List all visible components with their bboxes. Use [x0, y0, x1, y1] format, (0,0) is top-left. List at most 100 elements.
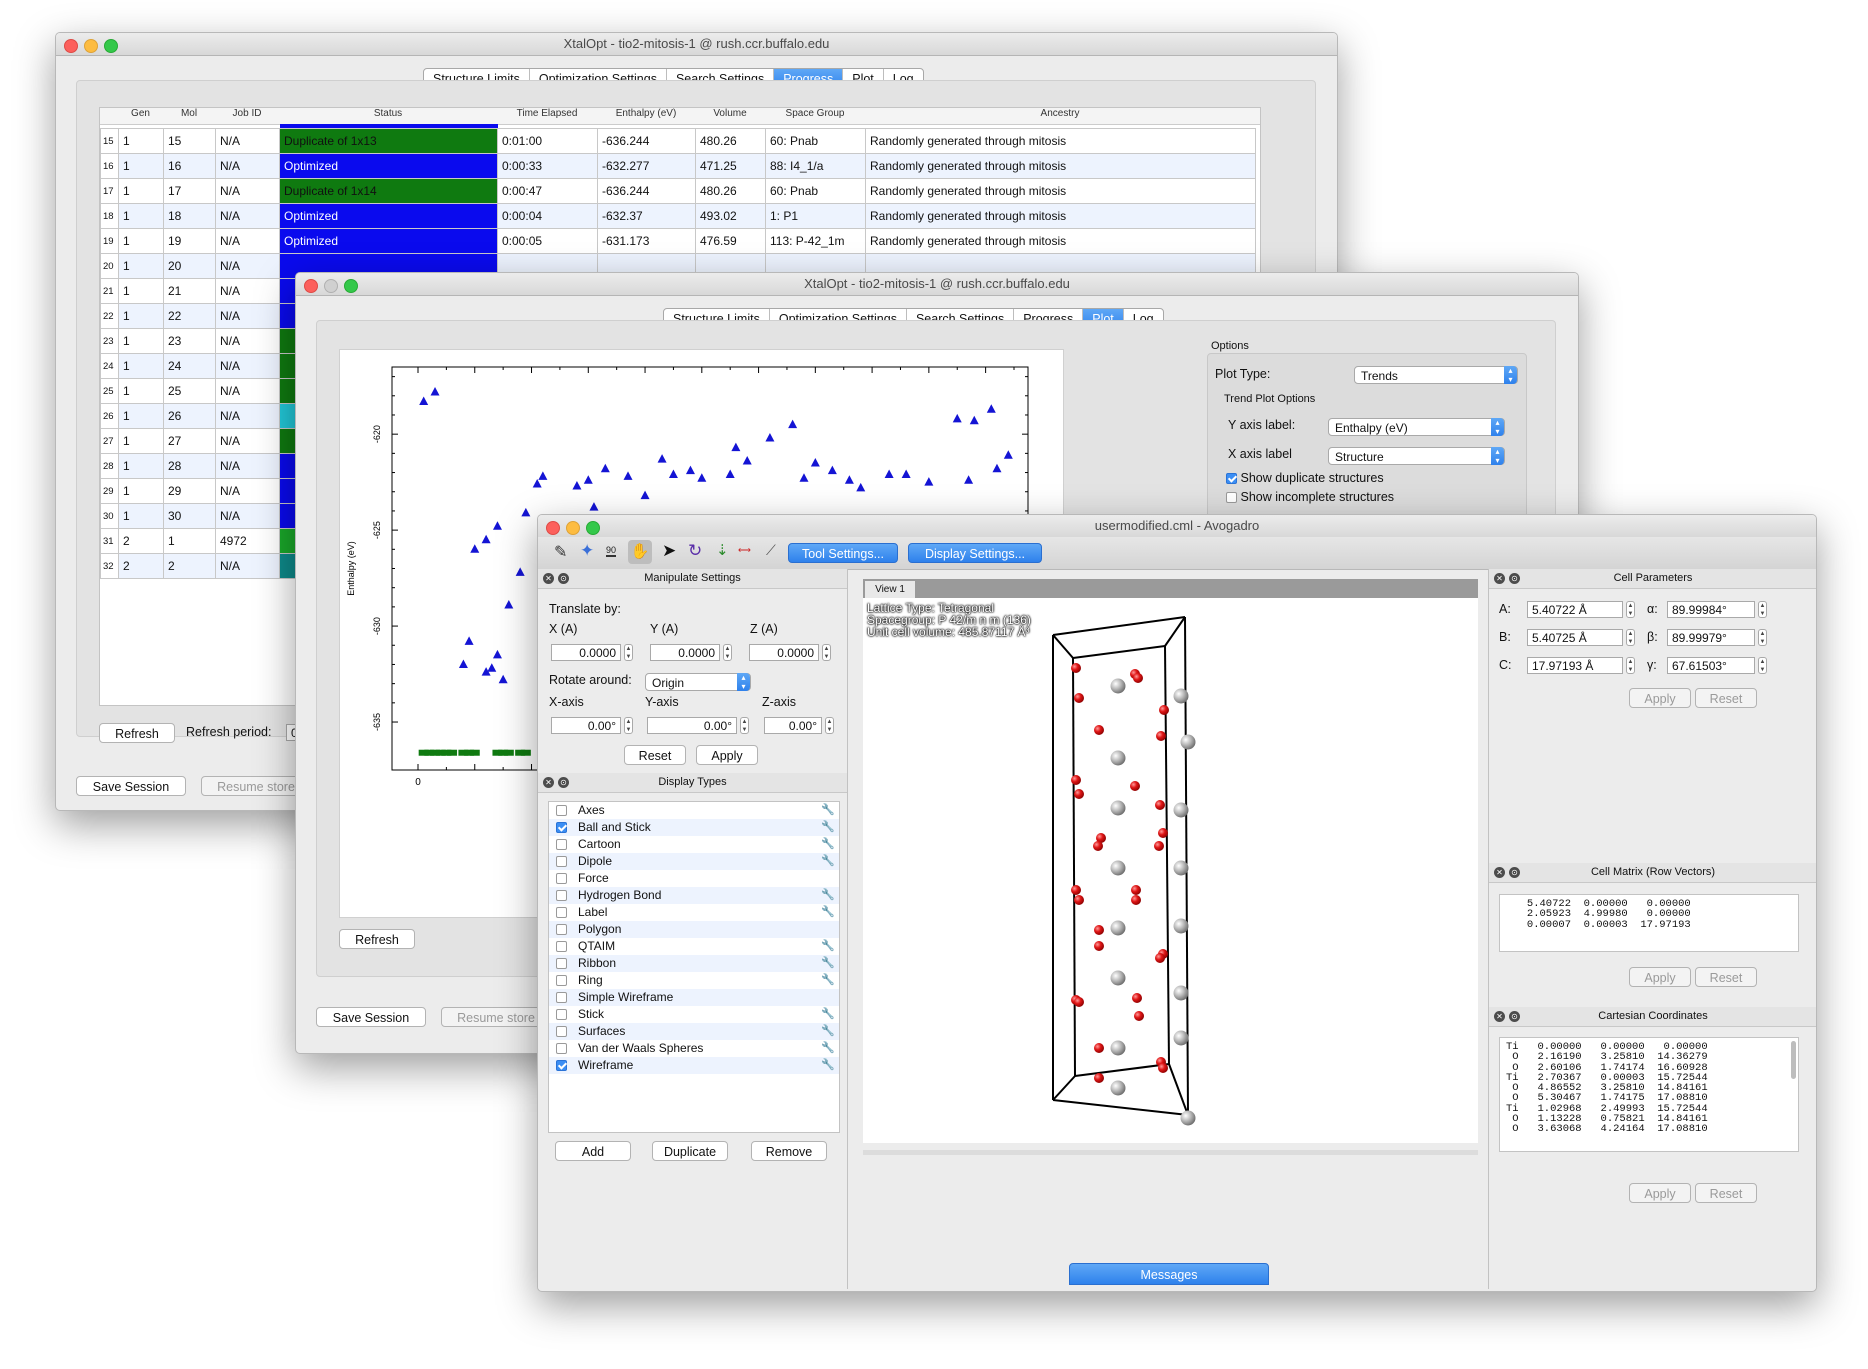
col-gen[interactable]: Gen — [131, 108, 150, 119]
rotate-y-input[interactable]: 0.00° — [647, 717, 737, 734]
translate-z-input[interactable]: 0.0000 — [749, 644, 819, 661]
float-dock-icon[interactable]: ⊙ — [1509, 1011, 1520, 1022]
cell-matrix-reset-button[interactable]: Reset — [1695, 967, 1757, 987]
wrench-icon[interactable]: 🔧 — [821, 1008, 835, 1020]
zoom-window-icon[interactable] — [586, 521, 600, 535]
display-type-item[interactable]: QTAIM 🔧 — [549, 938, 839, 955]
table-row[interactable]: 18 1 18 N/A Optimized 0:00:04 -632.37 493.02 1: … — [100, 203, 1256, 229]
col-ancestry[interactable]: Ancestry — [1040, 108, 1080, 119]
col-volume[interactable]: Volume — [713, 108, 747, 119]
display-type-item[interactable]: Ring 🔧 — [549, 972, 839, 989]
coords-reset-button[interactable]: Reset — [1695, 1183, 1757, 1203]
display-type-item[interactable]: Polygon — [549, 921, 839, 938]
manipulate-reset-button[interactable]: Reset — [624, 745, 686, 765]
wrench-icon[interactable]: 🔧 — [821, 804, 835, 816]
manipulate-tool-icon[interactable]: ✋ — [628, 540, 652, 564]
b-length-stepper[interactable]: ▲ ▼ — [1626, 629, 1635, 646]
plot-refresh-button[interactable]: Refresh — [339, 929, 415, 949]
display-type-item[interactable]: Stick 🔧 — [549, 1006, 839, 1023]
c-length-stepper[interactable]: ▲ ▼ — [1626, 657, 1635, 674]
wrench-icon[interactable]: 🔧 — [821, 906, 835, 918]
rotate-z-input[interactable]: 0.00° — [764, 717, 822, 734]
beta-angle-input[interactable]: 89.99979° — [1667, 629, 1755, 646]
wrench-icon[interactable]: 🔧 — [821, 1059, 835, 1071]
wrench-icon[interactable]: 🔧 — [821, 1025, 835, 1037]
display-type-checkbox[interactable] — [556, 1009, 567, 1020]
close-dock-icon[interactable]: ✕ — [543, 777, 554, 788]
display-type-checkbox[interactable] — [556, 941, 567, 952]
table-row[interactable]: 19 1 19 N/A Optimized 0:00:05 -631.173 476.59 11… — [100, 228, 1256, 254]
cartesian-coordinates-text[interactable]: Ti 0.00000 0.00000 0.00000 O 2.16190 3.2… — [1499, 1037, 1799, 1152]
resume-stored-button[interactable]: Resume store — [441, 1007, 551, 1027]
display-type-item[interactable]: Wireframe 🔧 — [549, 1057, 839, 1074]
close-dock-icon[interactable]: ✕ — [1494, 867, 1505, 878]
messages-button[interactable]: Messages — [1069, 1263, 1269, 1285]
beta-angle-stepper[interactable]: ▲ ▼ — [1758, 629, 1767, 646]
close-dock-icon[interactable]: ✕ — [1494, 1011, 1505, 1022]
title-bar[interactable]: XtalOpt - tio2-mitosis-1 @ rush.ccr.buff… — [296, 273, 1578, 296]
translate-x-stepper[interactable]: ▲ ▼ — [624, 644, 633, 661]
minimize-window-icon[interactable] — [566, 521, 580, 535]
display-settings-button[interactable]: Display Settings... — [908, 543, 1042, 563]
align-tool-icon[interactable]: ⟋ — [766, 542, 776, 558]
cell-params-apply-button[interactable]: Apply — [1629, 688, 1691, 708]
draw-tool-icon[interactable]: ✎ — [554, 544, 568, 561]
wrench-icon[interactable]: 🔧 — [821, 957, 835, 969]
title-bar[interactable]: XtalOpt - tio2-mitosis-1 @ rush.ccr.buff… — [56, 33, 1337, 56]
tool-settings-button[interactable]: Tool Settings... — [788, 543, 898, 563]
display-type-item[interactable]: Axes 🔧 — [549, 802, 839, 819]
autoopt-tool-icon[interactable]: ⇣ — [716, 542, 729, 559]
display-type-item[interactable]: Cartoon 🔧 — [549, 836, 839, 853]
plot-type-select[interactable]: Trends ▴ ▾ — [1354, 366, 1518, 384]
autorotate-tool-icon[interactable]: ↻ — [688, 541, 703, 560]
display-type-item[interactable]: Force — [549, 870, 839, 887]
col-mol[interactable]: Mol — [180, 108, 198, 119]
table-row[interactable]: 16 1 16 N/A Optimized 0:00:33 -632.277 471.25 88… — [100, 153, 1256, 179]
translate-y-stepper[interactable]: ▲ ▼ — [723, 644, 732, 661]
rotate-z-stepper[interactable]: ▲ ▼ — [825, 717, 834, 734]
col-space-group[interactable]: Space Group — [785, 108, 845, 119]
translate-y-input[interactable]: 0.0000 — [650, 644, 720, 661]
display-type-checkbox[interactable] — [556, 873, 567, 884]
b-length-input[interactable]: 5.40725 Å — [1527, 629, 1623, 646]
cell-matrix-text[interactable]: 5.40722 0.00000 0.00000 2.05923 4.99980 … — [1499, 894, 1799, 952]
save-session-button[interactable]: Save Session — [76, 776, 186, 796]
remove-display-type-button[interactable]: Remove — [751, 1141, 827, 1161]
display-type-checkbox[interactable] — [556, 805, 567, 816]
title-bar[interactable]: usermodified.cml - Avogadro — [538, 515, 1816, 538]
float-dock-icon[interactable]: ⊙ — [1509, 867, 1520, 878]
close-window-icon[interactable] — [546, 521, 560, 535]
select-tool-icon[interactable]: ➤ — [662, 541, 677, 560]
wrench-icon[interactable]: 🔧 — [821, 855, 835, 867]
zoom-window-icon[interactable] — [104, 39, 118, 53]
wrench-icon[interactable]: 🔧 — [821, 889, 835, 901]
alpha-angle-input[interactable]: 89.99984° — [1667, 601, 1755, 618]
float-dock-icon[interactable]: ⊙ — [1509, 573, 1520, 584]
wrench-icon[interactable]: 🔧 — [821, 838, 835, 850]
close-window-icon[interactable] — [304, 279, 318, 293]
measure-tool-icon[interactable]: ⟷ — [738, 545, 751, 555]
close-dock-icon[interactable]: ✕ — [1494, 573, 1505, 584]
col-enthalpy[interactable]: Enthalpy (eV) — [615, 108, 677, 119]
display-type-checkbox[interactable] — [556, 924, 567, 935]
cell-matrix-apply-button[interactable]: Apply — [1629, 967, 1691, 987]
view-1-tab[interactable]: View 1 — [865, 581, 915, 598]
rotate-around-select[interactable]: Origin ▴ ▾ — [645, 673, 751, 691]
display-type-item[interactable]: Ball and Stick 🔧 — [549, 819, 839, 836]
duplicate-display-type-button[interactable]: Duplicate — [652, 1141, 728, 1161]
minimize-window-icon[interactable] — [324, 279, 338, 293]
display-type-checkbox[interactable] — [556, 839, 567, 850]
wrench-icon[interactable]: 🔧 — [821, 821, 835, 833]
display-type-checkbox[interactable] — [556, 1043, 567, 1054]
display-type-item[interactable]: Simple Wireframe — [549, 989, 839, 1006]
translate-z-stepper[interactable]: ▲ ▼ — [822, 644, 831, 661]
display-type-checkbox[interactable] — [556, 975, 567, 986]
table-row[interactable]: 17 1 17 N/A Duplicate of 1x14 0:00:47 -636.244… — [100, 178, 1256, 204]
show-duplicates-checkbox[interactable] — [1226, 473, 1237, 485]
a-length-input[interactable]: 5.40722 Å — [1527, 601, 1623, 618]
rotate-x-input[interactable]: 0.00° — [551, 717, 621, 734]
display-type-item[interactable]: Van der Waals Spheres 🔧 — [549, 1040, 839, 1057]
c-length-input[interactable]: 17.97193 Å — [1527, 657, 1623, 674]
coords-scrollbar[interactable] — [1791, 1041, 1796, 1079]
minimize-window-icon[interactable] — [84, 39, 98, 53]
